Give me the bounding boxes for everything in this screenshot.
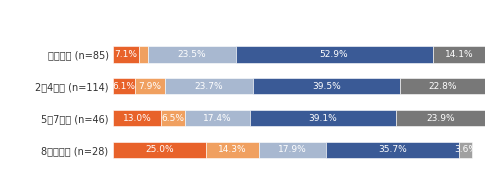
Text: 7.9%: 7.9% bbox=[139, 82, 162, 91]
Bar bbox=[185, 110, 250, 126]
Bar bbox=[165, 78, 253, 95]
Bar bbox=[250, 110, 396, 126]
Bar bbox=[135, 78, 165, 95]
Bar bbox=[206, 142, 259, 158]
Bar bbox=[400, 78, 485, 95]
Bar bbox=[113, 78, 135, 95]
Text: 7.1%: 7.1% bbox=[115, 50, 137, 59]
Bar bbox=[459, 142, 472, 158]
Bar bbox=[396, 110, 485, 126]
Bar bbox=[236, 46, 433, 63]
Bar bbox=[113, 46, 139, 63]
Text: 23.9%: 23.9% bbox=[426, 114, 455, 122]
Bar bbox=[113, 142, 206, 158]
Bar bbox=[326, 142, 459, 158]
Text: 14.1%: 14.1% bbox=[444, 50, 473, 59]
Bar bbox=[148, 46, 236, 63]
Text: 39.5%: 39.5% bbox=[312, 82, 341, 91]
Text: 17.9%: 17.9% bbox=[278, 145, 307, 154]
Text: 22.8%: 22.8% bbox=[428, 82, 457, 91]
Text: 14.3%: 14.3% bbox=[218, 145, 247, 154]
Text: 23.7%: 23.7% bbox=[195, 82, 223, 91]
Text: 35.7%: 35.7% bbox=[378, 145, 407, 154]
Bar bbox=[113, 110, 161, 126]
Bar bbox=[253, 78, 400, 95]
Text: 3.6%: 3.6% bbox=[454, 145, 477, 154]
Text: 17.4%: 17.4% bbox=[203, 114, 232, 122]
Bar bbox=[139, 46, 148, 63]
Text: 6.1%: 6.1% bbox=[113, 82, 136, 91]
Text: 23.5%: 23.5% bbox=[177, 50, 206, 59]
Legend: 機関レベル, 部局ごと, 研究者個人, なし, 詳細不明, わからない: 機関レベル, 部局ごと, 研究者個人, なし, 詳細不明, わからない bbox=[201, 0, 441, 2]
Text: 13.0%: 13.0% bbox=[122, 114, 151, 122]
Bar bbox=[433, 46, 485, 63]
Bar bbox=[259, 142, 326, 158]
Bar bbox=[161, 110, 185, 126]
Text: 25.0%: 25.0% bbox=[145, 145, 173, 154]
Text: 52.9%: 52.9% bbox=[320, 50, 348, 59]
Text: 6.5%: 6.5% bbox=[162, 114, 185, 122]
Text: 39.1%: 39.1% bbox=[309, 114, 337, 122]
